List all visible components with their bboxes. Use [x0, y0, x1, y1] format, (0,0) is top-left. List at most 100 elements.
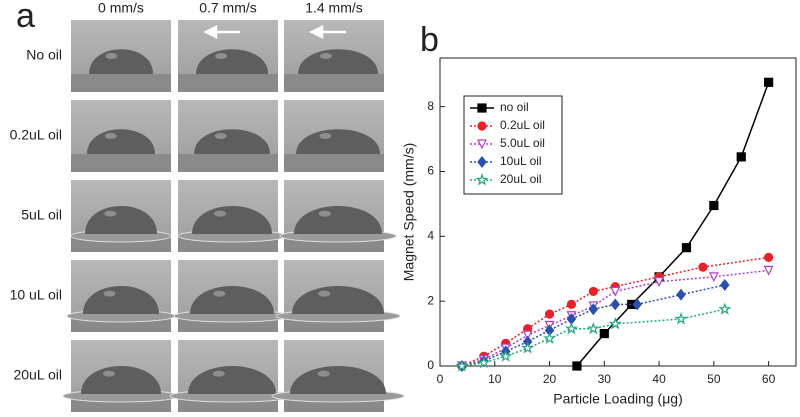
x-tick-label: 40 [652, 372, 666, 386]
marker [632, 298, 642, 311]
droplet [83, 285, 159, 314]
legend-label: 20uL oil [500, 172, 542, 186]
marker [720, 278, 730, 291]
plot-frame [439, 57, 797, 367]
surface [71, 154, 171, 172]
x-tick-label: 60 [762, 372, 776, 386]
series-line [461, 256, 769, 367]
highlight [214, 210, 226, 217]
marker [543, 331, 557, 344]
plot: 0 10 20 30 40 50 60 0 2 4 6 8 Particle Loading (μg) M… [401, 57, 797, 407]
marker [588, 303, 599, 316]
droplet [294, 205, 382, 234]
highlight [104, 133, 117, 139]
marker [736, 152, 746, 162]
legend-label: 5.0uL oil [500, 136, 545, 150]
droplet [296, 129, 380, 154]
row-label: 20uL oil [13, 367, 62, 383]
marker [610, 286, 621, 297]
y-tick-label: 8 [427, 99, 434, 113]
y-tick-label: 0 [427, 358, 434, 372]
marker [698, 262, 708, 272]
surface [178, 74, 278, 92]
legend-marker [477, 139, 487, 150]
marker [588, 286, 598, 297]
highlight [103, 290, 116, 297]
droplet [194, 129, 270, 154]
droplet [190, 285, 274, 314]
legend-marker [477, 103, 487, 113]
panel-label: b [420, 21, 439, 59]
x-tick-label: 50 [707, 372, 721, 386]
legend-label: 0.2uL oil [500, 118, 545, 132]
droplet [87, 129, 155, 154]
marker [610, 298, 621, 311]
series-line [576, 82, 770, 367]
marker [572, 361, 582, 371]
column-label: 0.7 mm/s [199, 0, 257, 16]
highlight [318, 290, 331, 297]
x-tick-label: 0 [437, 372, 444, 386]
y-tick-label: 6 [427, 164, 434, 178]
series-line [461, 308, 725, 367]
x-axis-label: Particle Loading (μg) [553, 391, 682, 407]
marker [764, 252, 774, 262]
highlight [319, 133, 332, 139]
marker [718, 302, 732, 315]
row-label: 5uL oil [21, 207, 62, 223]
marker [586, 321, 600, 335]
legend-marker [477, 121, 487, 131]
highlight [213, 290, 226, 297]
highlight [212, 370, 225, 377]
droplet [196, 49, 268, 74]
marker [681, 243, 692, 253]
row-label: 10 uL oil [10, 287, 62, 303]
surface [284, 74, 384, 92]
surface [71, 74, 171, 92]
marker [499, 349, 513, 362]
marker [709, 200, 719, 211]
x-tick-label: 30 [598, 372, 612, 386]
marker [522, 330, 533, 341]
marker [544, 309, 555, 319]
highlight [104, 210, 117, 217]
y-tick-label: 4 [427, 228, 434, 242]
y-axis-label: Magnet Speed (mm/s) [401, 143, 417, 282]
highlight [214, 133, 227, 139]
droplet [298, 49, 378, 74]
legend-label: no oil [500, 100, 529, 114]
legend-marker [477, 156, 487, 168]
highlight [105, 53, 118, 59]
droplet [192, 205, 272, 234]
highlight [215, 53, 228, 59]
column-label: 1.4 mm/s [305, 0, 363, 16]
surface [284, 154, 384, 172]
legend-marker [475, 173, 489, 186]
marker [599, 328, 609, 339]
x-tick-label: 10 [488, 372, 502, 386]
droplet [89, 49, 153, 74]
legend-label: 10uL oil [500, 154, 542, 168]
marker [764, 77, 774, 87]
marker [455, 359, 469, 372]
x-tick-label: 20 [543, 372, 557, 386]
panel-label: a [16, 0, 35, 35]
marker [566, 299, 577, 309]
marker [564, 321, 578, 335]
row-label: 0.2uL oil [10, 127, 62, 143]
highlight [318, 210, 331, 217]
surface [178, 154, 278, 172]
marker [708, 272, 719, 283]
highlight [317, 370, 330, 377]
marker [608, 317, 622, 330]
highlight [320, 53, 332, 59]
photo-grid: 0 mm/s 0.7 mm/s 1.4 mm/s No oil 0.2uL oil 5uL… [10, 0, 405, 412]
droplet [81, 365, 161, 394]
highlight [103, 370, 115, 377]
arrow [203, 24, 346, 40]
marker [676, 288, 686, 301]
droplet [188, 365, 276, 394]
marker [674, 312, 688, 325]
marker [654, 277, 665, 288]
